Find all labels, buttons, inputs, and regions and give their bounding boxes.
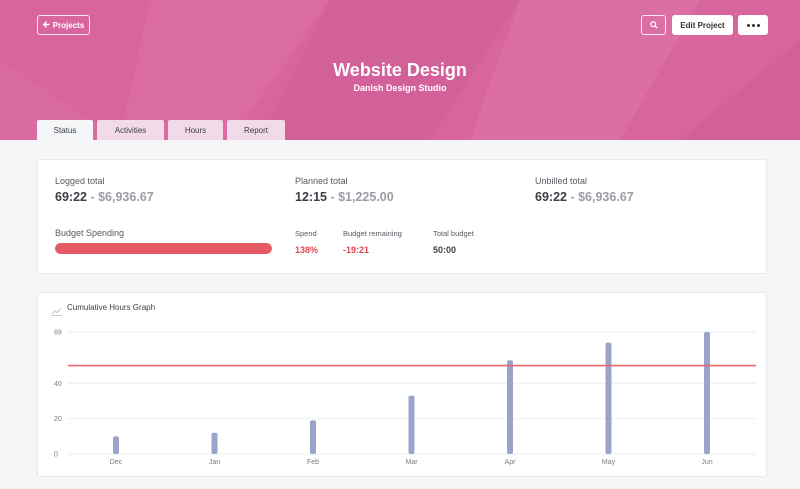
- back-to-projects-button[interactable]: Projects: [37, 15, 90, 35]
- x-tick-label: Feb: [307, 459, 319, 466]
- x-tick-label: Mar: [405, 459, 418, 466]
- arrow-left-icon: [42, 20, 50, 30]
- cumulative-hours-chart: 0 20 40 69 Dec Jan Feb Mar Apr May Jun: [54, 330, 756, 466]
- tab-hours[interactable]: Hours: [168, 120, 223, 140]
- bar: [211, 432, 218, 454]
- planned-total-value: 12:15 - $1,225.00: [295, 190, 394, 204]
- x-tick-label: Jun: [701, 459, 712, 466]
- logged-total-value: 69:22 - $6,936.67: [55, 190, 154, 204]
- planned-total-label: Planned total: [295, 176, 348, 186]
- y-tick-label: 0: [54, 452, 58, 459]
- total-budget-label: Total budget: [433, 229, 474, 238]
- logged-total-label: Logged total: [55, 176, 105, 186]
- y-tick-label: 40: [54, 381, 62, 388]
- page-title: Website Design: [333, 60, 467, 80]
- client-name: Danish Design Studio: [353, 83, 447, 93]
- bar: [113, 436, 119, 454]
- line-chart-icon: [51, 303, 62, 321]
- logged-hours: 69:22: [55, 190, 87, 204]
- planned-amount: - $1,225.00: [326, 190, 394, 204]
- budget-remaining-label: Budget remaining: [343, 229, 402, 238]
- budget-remaining-value: -19:21: [343, 245, 370, 255]
- x-tick-label: Dec: [110, 459, 123, 466]
- cumulative-hours-card: Cumulative Hours Graph 0 20 40 69 Dec Jan Feb M…: [37, 292, 767, 477]
- project-tabs: Status Activities Hours Report: [37, 120, 285, 140]
- y-tick-label: 69: [54, 330, 62, 337]
- unbilled-total-label: Unbilled total: [535, 176, 588, 186]
- bar: [704, 332, 710, 454]
- spend-value: 138%: [295, 245, 319, 255]
- bar: [507, 360, 513, 454]
- logged-amount: - $6,936.67: [86, 190, 154, 204]
- bar: [408, 395, 415, 454]
- more-dots-icon: [746, 23, 750, 27]
- budget-progress-bar: [55, 243, 272, 254]
- x-tick-label: May: [602, 459, 616, 466]
- unbilled-total-value: 69:22 - $6,936.67: [535, 190, 634, 204]
- tab-status[interactable]: Status: [37, 120, 93, 140]
- tab-report[interactable]: Report: [227, 120, 285, 140]
- bar: [310, 420, 316, 454]
- project-header: Projects Edit Project Website Design Dan…: [0, 0, 800, 140]
- total-budget-value: 50:00: [433, 245, 457, 255]
- x-tick-label: Jan: [209, 459, 220, 466]
- search-button[interactable]: [641, 15, 666, 35]
- planned-hours: 12:15: [295, 190, 327, 204]
- edit-project-button[interactable]: Edit Project: [672, 15, 733, 35]
- tab-activities[interactable]: Activities: [97, 120, 164, 140]
- x-tick-label: Apr: [505, 459, 517, 466]
- search-icon: [649, 16, 658, 34]
- budget-spending-label: Budget Spending: [55, 228, 125, 238]
- budget-progress-fill: [55, 243, 272, 254]
- bar: [605, 342, 612, 454]
- unbilled-amount: - $6,936.67: [566, 190, 634, 204]
- spend-label: Spend: [295, 229, 317, 238]
- graph-title: Cumulative Hours Graph: [67, 303, 156, 312]
- back-to-projects-label: Projects: [52, 20, 85, 30]
- more-options-button[interactable]: [738, 15, 768, 35]
- unbilled-hours: 69:22: [535, 190, 567, 204]
- summary-card: Logged total 69:22 - $6,936.67 Planned t…: [37, 159, 767, 274]
- y-tick-label: 20: [54, 416, 62, 423]
